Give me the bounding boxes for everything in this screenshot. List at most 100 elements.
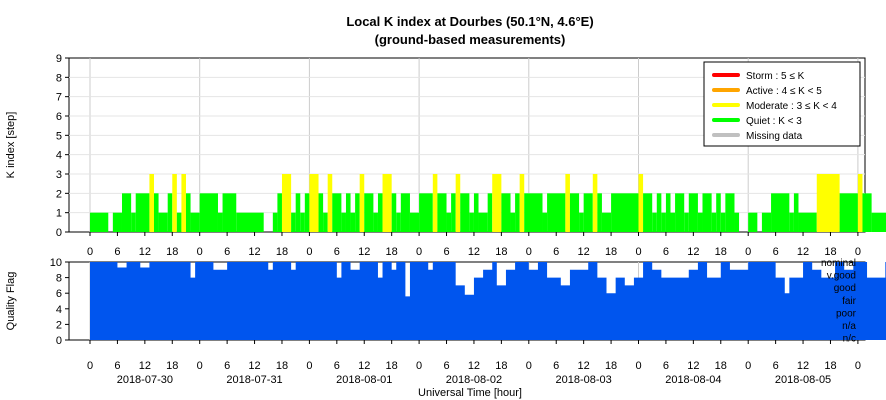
k-index-bar bbox=[373, 212, 378, 232]
hour-tick-label: 12 bbox=[797, 246, 809, 258]
date-label: 2018-08-03 bbox=[556, 374, 612, 386]
hour-tick-label: 6 bbox=[224, 360, 230, 372]
hour-tick-label: 12 bbox=[578, 246, 590, 258]
k-index-bar bbox=[601, 212, 612, 232]
k-index-bar bbox=[332, 193, 342, 232]
k-index-bar bbox=[446, 212, 452, 232]
k-index-bar bbox=[181, 174, 186, 232]
k-index-bar bbox=[579, 212, 584, 232]
hour-tick-label: 6 bbox=[114, 246, 120, 258]
hour-tick-label: 12 bbox=[468, 246, 480, 258]
hour-tick-label: 6 bbox=[224, 246, 230, 258]
hour-tick-label: 12 bbox=[248, 360, 260, 372]
quality-label: fair bbox=[842, 296, 857, 307]
k-index-bar bbox=[871, 212, 886, 232]
k-index-bar bbox=[377, 193, 383, 232]
q-y-tick-label: 6 bbox=[56, 288, 62, 300]
k-index-bar bbox=[199, 193, 218, 232]
hour-tick-label: 18 bbox=[605, 360, 617, 372]
k-index-bar bbox=[789, 212, 794, 232]
k-index-bar bbox=[652, 212, 657, 232]
hour-tick-label: 6 bbox=[114, 360, 120, 372]
k-index-bar bbox=[725, 193, 735, 232]
legend-label: Quiet : K < 3 bbox=[746, 116, 802, 127]
hour-tick-label: 0 bbox=[635, 360, 641, 372]
k-index-bar bbox=[185, 193, 191, 232]
k-y-tick-label: 6 bbox=[56, 111, 62, 123]
k-index-bar bbox=[720, 212, 726, 232]
k-index-bar bbox=[432, 174, 438, 232]
date-label: 2018-07-31 bbox=[226, 374, 282, 386]
hour-tick-label: 12 bbox=[578, 360, 590, 372]
hour-tick-label: 6 bbox=[663, 360, 669, 372]
q-y-tick-label: 10 bbox=[50, 257, 62, 269]
k-index-bar bbox=[153, 193, 159, 232]
hour-tick-label: 0 bbox=[745, 360, 751, 372]
k-index-bar bbox=[793, 193, 799, 232]
k-index-bar bbox=[364, 193, 374, 232]
k-index-bar bbox=[661, 212, 666, 232]
k-y-tick-label: 9 bbox=[56, 53, 62, 65]
hour-tick-label: 0 bbox=[197, 246, 203, 258]
k-index-bar bbox=[396, 212, 401, 232]
k-index-bar bbox=[409, 212, 420, 232]
date-label: 2018-08-04 bbox=[665, 374, 721, 386]
hour-tick-label: 12 bbox=[139, 246, 151, 258]
quality-label: nominal bbox=[821, 258, 856, 269]
chart-subtitle: (ground-based measurements) bbox=[375, 32, 566, 47]
k-index-bar bbox=[341, 212, 346, 232]
k-index-bar bbox=[281, 174, 292, 232]
k-index-bar bbox=[460, 193, 470, 232]
k-index-bar bbox=[323, 212, 328, 232]
hour-tick-label: 0 bbox=[526, 246, 532, 258]
k-index-bar bbox=[190, 212, 200, 232]
hour-tick-label: 6 bbox=[334, 246, 340, 258]
hour-tick-label: 0 bbox=[197, 360, 203, 372]
hour-tick-label: 18 bbox=[495, 360, 507, 372]
k-index-bar bbox=[437, 193, 447, 232]
hour-tick-label: 18 bbox=[715, 246, 727, 258]
k-index-bar bbox=[583, 193, 593, 232]
hour-tick-label: 18 bbox=[276, 246, 288, 258]
k-index-bars bbox=[90, 174, 886, 232]
k-index-bar bbox=[135, 193, 150, 232]
legend: Storm : 5 ≤ K Active : 4 ≤ K < 5 Moderate … bbox=[703, 61, 861, 147]
date-label: 2018-07-30 bbox=[117, 374, 173, 386]
k-index-bar bbox=[300, 212, 305, 232]
legend-label: Storm : 5 ≤ K bbox=[746, 71, 805, 82]
k-index-bar bbox=[176, 212, 182, 232]
k-index-bar bbox=[547, 193, 566, 232]
hour-tick-label: 6 bbox=[443, 360, 449, 372]
k-index-bar bbox=[857, 174, 863, 232]
k-index-bar bbox=[327, 174, 333, 232]
k-index-bar bbox=[222, 193, 237, 232]
k-index-bar bbox=[524, 193, 543, 232]
legend-label: Missing data bbox=[746, 131, 803, 142]
k-index-bar bbox=[592, 174, 598, 232]
k-index-bar bbox=[487, 193, 493, 232]
hour-tick-label: 0 bbox=[306, 246, 312, 258]
k-index-bar bbox=[122, 193, 132, 232]
hour-tick-label: 18 bbox=[605, 246, 617, 258]
k-y-tick-label: 4 bbox=[56, 150, 62, 162]
k-index-bar bbox=[345, 193, 351, 232]
k-index-bar bbox=[492, 174, 502, 232]
k-y-tick-label: 2 bbox=[56, 188, 62, 200]
k-index-bar bbox=[862, 193, 872, 232]
date-label: 2018-08-02 bbox=[446, 374, 502, 386]
hour-tick-label: 6 bbox=[773, 360, 779, 372]
k-y-tick-label: 3 bbox=[56, 169, 62, 181]
quality-label: good bbox=[834, 283, 856, 294]
q-y-tick-label: 8 bbox=[56, 273, 62, 285]
hour-ticks-mid: 0 6 12 18 0 6 12 18 0 6 12 18 0 6 12 18 0 6 12 18 0 6 12 18 0 6 12… bbox=[87, 232, 861, 258]
hour-tick-label: 18 bbox=[824, 246, 836, 258]
date-label: 2018-08-01 bbox=[336, 374, 392, 386]
quality-label: n/a bbox=[842, 321, 856, 332]
hour-tick-label: 0 bbox=[745, 246, 751, 258]
k-index-bar bbox=[688, 193, 698, 232]
k-y-tick-label: 8 bbox=[56, 72, 62, 84]
hour-tick-label: 12 bbox=[687, 246, 699, 258]
k-index-bar bbox=[638, 174, 644, 232]
